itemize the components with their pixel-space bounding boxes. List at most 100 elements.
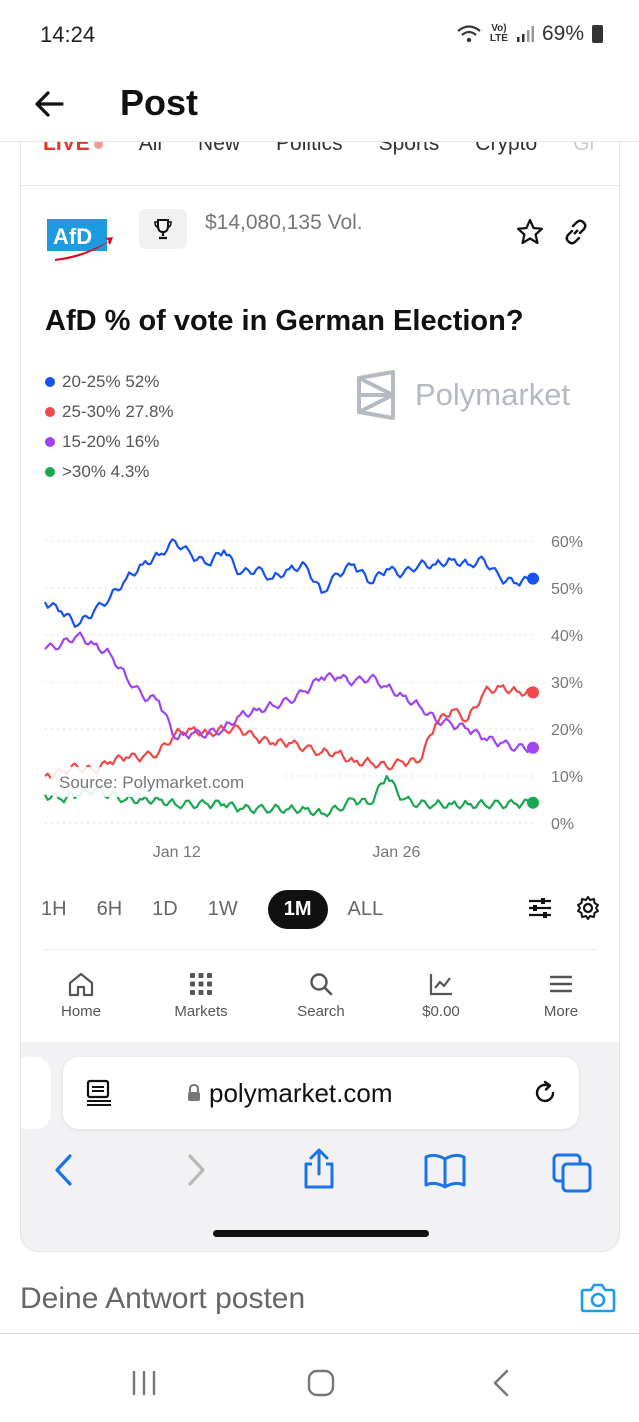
legend-item: 25-30% 27.8% <box>45 397 174 427</box>
reload-icon[interactable] <box>531 1079 559 1107</box>
link-icon[interactable] <box>561 217 591 247</box>
outcome-legend: 20-25% 52% 25-30% 27.8% 15-20% 16% >30% … <box>45 367 174 487</box>
battery-percent: 69% <box>541 22 584 45</box>
legend-item: 15-20% 16% <box>45 427 174 457</box>
series-line-3 <box>44 631 534 754</box>
back-arrow-icon[interactable] <box>30 84 70 124</box>
bottom-nav: Home Markets Search $0.00 More <box>21 957 619 1042</box>
legend-dot <box>45 467 55 477</box>
app-header: Post <box>0 70 639 142</box>
post-image[interactable]: LIVE All New Politics Sports Crypto Gl A… <box>20 142 620 1252</box>
tabs-icon[interactable] <box>551 1152 593 1194</box>
status-bar: 14:24 Vo) LTE 69% <box>0 0 639 70</box>
lock-icon <box>188 1084 200 1101</box>
category-bar: LIVE All New Politics Sports Crypto Gl <box>21 142 619 186</box>
bookmarks-icon[interactable] <box>423 1152 467 1190</box>
tf-1d[interactable]: 1D <box>152 897 178 920</box>
series-end-dot <box>527 572 539 585</box>
battery-icon <box>592 25 603 43</box>
nav-markets[interactable]: Markets <box>141 957 261 1042</box>
grid-icon <box>190 973 212 995</box>
camera-icon[interactable] <box>580 1282 616 1314</box>
browser-back-icon[interactable] <box>51 1152 77 1188</box>
chart-line-icon <box>429 974 452 996</box>
svg-text:AfD: AfD <box>53 224 92 249</box>
status-time: 14:24 <box>40 22 96 47</box>
legend-dot <box>45 437 55 447</box>
browser-chrome: polymarket.com <box>21 1042 619 1251</box>
category-sports[interactable]: Sports <box>378 142 440 155</box>
reply-placeholder: Deine Antwort posten <box>20 1282 306 1315</box>
legend-item: >30% 4.3% <box>45 457 174 487</box>
x-tick-label: Jan 12 <box>153 844 201 861</box>
reader-mode-icon[interactable] <box>85 1079 115 1107</box>
address-bar[interactable]: polymarket.com <box>63 1057 579 1129</box>
nav-home[interactable]: Home <box>21 957 141 1042</box>
legend-dot <box>45 407 55 417</box>
y-tick-label: 10% <box>551 769 583 786</box>
home-icon <box>68 972 94 997</box>
nav-more[interactable]: More <box>501 957 619 1042</box>
sliders-icon[interactable] <box>527 895 553 921</box>
signal-icon <box>516 26 534 42</box>
trophy-icon[interactable] <box>139 209 187 249</box>
series-end-dot <box>527 796 539 809</box>
legend-item: 20-25% 52% <box>45 367 174 397</box>
y-tick-label: 30% <box>551 675 583 692</box>
series-line-1 <box>44 538 534 628</box>
series-end-dot <box>527 686 539 699</box>
y-tick-label: 50% <box>551 581 583 598</box>
category-more[interactable]: Gl <box>573 142 595 155</box>
y-tick-label: 0% <box>551 816 574 833</box>
y-tick-label: 60% <box>551 534 583 551</box>
reply-box[interactable]: Deine Antwort posten <box>0 1262 639 1334</box>
share-icon[interactable] <box>301 1148 337 1190</box>
price-chart[interactable]: 60% 50% 40% 30% 20% 10% 0% Jan 12 Jan 26 Source… <box>21 517 620 867</box>
category-crypto[interactable]: Crypto <box>475 142 538 155</box>
series-line-2 <box>44 684 534 779</box>
star-icon[interactable] <box>515 217 545 247</box>
wifi-icon <box>457 25 481 43</box>
live-dot <box>93 142 103 149</box>
series-end-dot <box>527 741 539 754</box>
menu-icon <box>549 975 573 993</box>
search-icon <box>310 973 333 996</box>
category-live[interactable]: LIVE <box>43 142 103 156</box>
url-text: polymarket.com <box>209 1078 393 1108</box>
series-line-4 <box>44 774 534 818</box>
chart-source-label: Source: Polymarket.com <box>59 773 244 792</box>
browser-forward-icon[interactable] <box>183 1152 209 1188</box>
android-nav-bar <box>0 1345 639 1422</box>
category-politics[interactable]: Politics <box>276 142 343 155</box>
home-indicator <box>213 1230 429 1237</box>
page-title: Post <box>120 82 199 123</box>
y-tick-label: 40% <box>551 628 583 645</box>
status-icons: Vo) LTE 69% <box>456 22 603 46</box>
legend-dot <box>45 377 55 387</box>
tf-1h[interactable]: 1H <box>41 897 67 920</box>
y-tick-label: 20% <box>551 722 583 739</box>
market-card: AfD $14,080,135 Vol. AfD % of vote in Ge… <box>21 187 620 952</box>
lte-indicator: Vo) LTE <box>489 23 508 44</box>
android-back-icon[interactable] <box>490 1367 514 1399</box>
nav-search[interactable]: Search <box>261 957 381 1042</box>
tf-1w[interactable]: 1W <box>207 897 238 920</box>
divider <box>45 949 597 950</box>
category-all[interactable]: All <box>138 142 163 155</box>
timeframe-selector: 1H 6H 1D 1W 1M ALL <box>41 887 601 931</box>
afd-logo: AfD <box>47 219 113 261</box>
volume-label: $14,080,135 Vol. <box>205 211 363 234</box>
polymarket-logo-icon <box>357 370 395 420</box>
nav-portfolio[interactable]: $0.00 <box>381 957 501 1042</box>
category-new[interactable]: New <box>198 142 241 155</box>
settings-gear-icon[interactable] <box>575 895 601 921</box>
x-tick-label: Jan 26 <box>372 844 420 861</box>
recents-icon[interactable] <box>130 1367 158 1399</box>
tf-all[interactable]: ALL <box>347 897 384 920</box>
previous-tab-preview[interactable] <box>21 1057 51 1129</box>
android-home-icon[interactable] <box>306 1367 336 1399</box>
browser-toolbar <box>21 1148 619 1202</box>
tf-1m[interactable]: 1M <box>267 889 328 929</box>
polymarket-watermark: Polymarket <box>355 367 595 423</box>
tf-6h[interactable]: 6H <box>96 897 123 920</box>
